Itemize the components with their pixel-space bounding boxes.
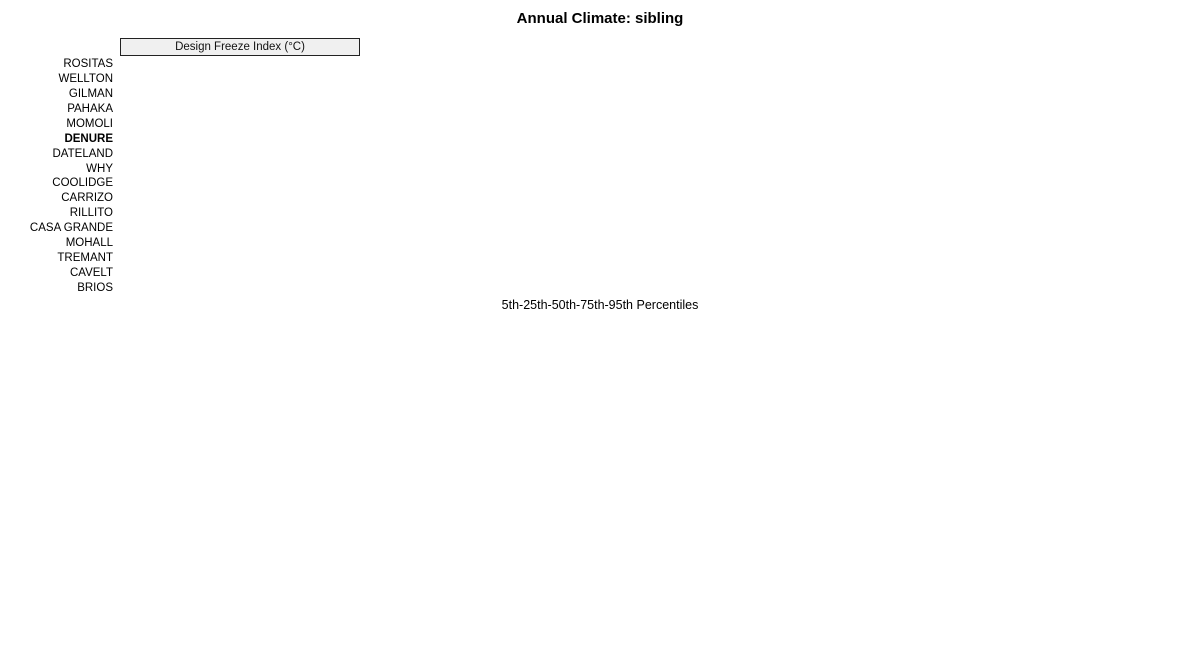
panel-header-design-freeze-index-c: Design Freeze Index (°C)	[120, 38, 360, 56]
figure-title: Annual Climate: sibling	[516, 10, 684, 27]
row-label-cavelt: CAVELT	[69, 267, 113, 280]
row-label-momoli: MOMOLI	[66, 117, 113, 130]
row-label-casa-grande: CASA GRANDE	[29, 222, 113, 235]
row-label-gilman: GILMAN	[68, 87, 113, 100]
row-label-coolidge: COOLIDGE	[52, 177, 113, 190]
figure-caption: 5th-25th-50th-75th-95th Percentiles	[501, 298, 699, 312]
band-1: ROSITAS WELLTON GILMAN PAHAKA MOMOLI DENURE DA…	[0, 38, 1200, 296]
row-label-wellton: WELLTON	[58, 72, 113, 85]
panels-row: Design Freeze Index (°C)	[120, 38, 360, 296]
row-label-rillito: RILLITO	[69, 207, 113, 220]
row-label-tremant: TREMANT	[57, 252, 113, 265]
row-label-carrizo: CARRIZO	[61, 192, 113, 205]
row-label-dateland: DATELAND	[52, 147, 114, 160]
row-label-brios: BRIOS	[77, 282, 113, 294]
row-label-mohall: MOHALL	[65, 237, 113, 250]
row-label-pahaka: PAHAKA	[67, 102, 113, 115]
row-labels-left: ROSITAS WELLTON GILMAN PAHAKA MOMOLI DENURE DA…	[0, 38, 120, 296]
row-label-rositas: ROSITAS	[63, 58, 113, 70]
row-label-why: WHY	[86, 162, 113, 175]
trellis-chart: ROSITAS WELLTON GILMAN PAHAKA MOMOLI DENURE DA…	[0, 38, 1200, 296]
panel-design-freeze-index-c: Design Freeze Index (°C)	[120, 38, 360, 296]
row-label-denure: DENURE	[64, 132, 113, 145]
